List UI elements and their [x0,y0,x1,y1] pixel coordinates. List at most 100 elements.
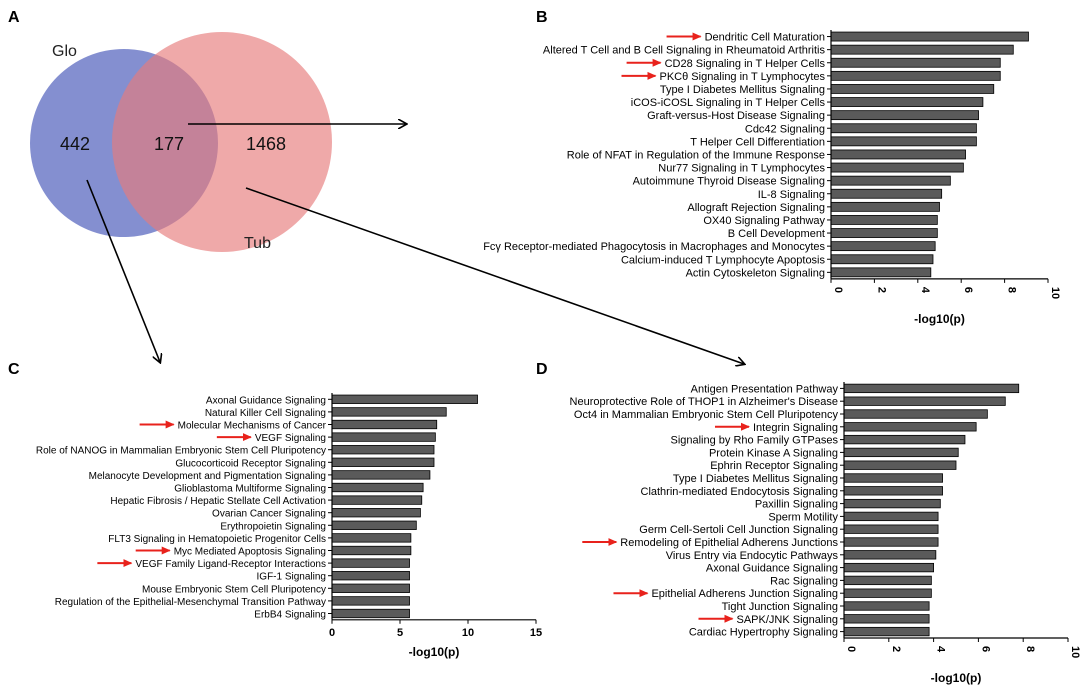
category-label-d-15: Rac Signaling [770,575,838,587]
bar-b-5 [830,97,984,107]
x-tick-label-d-3: 6 [979,646,991,652]
bar-b-12 [830,188,943,199]
x-tick-label-d-4: 8 [1024,646,1036,652]
panel-label-c: C [8,361,20,378]
bar-b-2 [830,57,1001,68]
bar-d-13 [843,550,937,560]
bar-b-1 [830,44,1014,55]
bar-b-13 [830,201,940,212]
bar-c-3 [331,432,436,442]
bar-c-2 [331,419,438,430]
x-axis-title-b: -log10(p) [914,312,965,326]
category-label-c-12: Myc Mediated Apoptosis Signaling [174,547,326,558]
category-label-d-18: SAPK/JNK Signaling [737,614,839,626]
category-label-d-7: Type I Diabetes Mellitus Signaling [673,473,838,485]
category-label-b-5: iCOS-iCOSL Signaling in T Helper Cells [631,97,826,109]
bar-d-9 [843,498,941,509]
category-label-b-0: Dendritic Cell Maturation [705,32,825,44]
bar-b-9 [830,149,966,160]
bar-c-13 [331,558,410,568]
category-label-d-17: Tight Junction Signaling [722,601,838,613]
arrow-glo-to-c [86,179,160,362]
bar-d-5 [843,447,959,458]
bar-d-14 [843,562,934,573]
category-label-d-4: Signaling by Rho Family GTPases [670,435,838,447]
category-label-d-16: Epithelial Adherens Junction Signaling [651,588,838,600]
venn-count-overlap: 177 [154,134,184,154]
bar-chart-d: Antigen Presentation PathwayNeuroprotect… [570,382,1081,685]
bar-c-4 [331,445,435,455]
bar-d-11 [843,524,939,534]
bar-b-14 [830,215,938,225]
category-label-d-1: Neuroprotective Role of THOP1 in Alzheim… [570,396,838,408]
panel-label-b: B [536,9,548,26]
x-tick-label-b-1: 2 [875,287,887,293]
x-tick-label-d-2: 4 [935,646,947,653]
bar-d-7 [843,473,943,483]
bar-c-17 [331,608,410,619]
bar-d-0 [843,383,1020,394]
bar-c-9 [331,508,421,518]
bar-b-6 [830,110,979,121]
bar-d-10 [843,511,939,522]
bar-c-1 [331,407,447,417]
x-tick-label-b-0: 0 [832,287,844,293]
category-label-d-19: Cardiac Hypertrophy Signaling [689,627,838,639]
bar-chart-c: Axonal Guidance Signaling Natural Killer … [36,393,542,659]
bar-d-12 [843,537,939,547]
category-label-b-6: Graft-versus-Host Disease Signaling [647,110,825,122]
bar-d-2 [843,409,988,419]
bar-d-6 [843,460,957,470]
x-tick-label-d-5: 10 [1069,646,1081,658]
category-label-b-14: OX40 Signaling Pathway [703,215,825,227]
x-tick-label-b-2: 4 [919,287,931,294]
panel-label-d: D [536,361,548,378]
category-label-c-7: Glioblastoma Multiforme Signaling [174,484,326,495]
category-label-d-8: Clathrin-mediated Endocytosis Signaling [641,486,839,498]
x-axis-title-c: -log10(p) [409,645,460,659]
venn-label-glo: Glo [52,43,77,60]
x-tick-label-d-1: 2 [890,646,902,652]
bar-c-16 [331,596,410,606]
bar-d-3 [843,422,977,432]
x-tick-label-d-0: 0 [845,646,857,652]
venn-label-tub: Tub [244,235,271,252]
bar-c-12 [331,545,412,556]
category-label-b-1: Altered T Cell and B Cell Signaling in R… [543,45,826,57]
x-tick-label-b-3: 6 [962,287,974,293]
category-label-c-1: Natural Killer Cell Signaling [205,408,326,419]
category-label-b-18: Actin Cytoskeleton Signaling [686,267,825,279]
bar-c-5 [331,457,435,467]
category-label-d-9: Paxillin Signaling [755,499,838,511]
category-label-c-14: IGF-1 Signaling [257,572,326,583]
category-label-b-15: B Cell Development [728,228,825,240]
bar-b-16 [830,241,936,252]
category-label-c-13: VEGF Family Ligand-Receptor Interactions [135,559,326,570]
category-label-c-11: FLT3 Signaling in Hematopoietic Progenit… [108,534,326,545]
venn-count-glo-only: 442 [60,134,90,154]
bar-d-16 [843,588,932,598]
bar-b-3 [830,70,1001,81]
category-label-b-12: IL-8 Signaling [758,189,825,201]
x-axis-title-d: -log10(p) [931,671,982,685]
category-label-d-11: Germ Cell-Sertoli Cell Junction Signalin… [639,524,838,536]
category-label-d-3: Integrin Signaling [753,422,838,434]
x-tick-label-b-4: 8 [1006,287,1018,293]
bar-d-18 [843,614,930,624]
category-label-c-0: Axonal Guidance Signaling [206,395,326,406]
bar-c-14 [331,571,410,581]
x-tick-label-c-3: 15 [530,627,542,639]
category-label-b-4: Type I Diabetes Mellitus Signaling [660,84,825,96]
venn-diagram: Glo Tub 442 177 1468 [30,32,332,252]
category-label-b-7: Cdc42 Signaling [745,123,825,135]
x-tick-label-c-0: 0 [329,627,335,639]
bar-c-10 [331,520,417,530]
bar-b-8 [830,136,977,147]
category-label-c-9: Ovarian Cancer Signaling [212,509,326,520]
bar-b-17 [830,254,934,265]
bar-b-11 [830,175,951,186]
category-label-c-2: Molecular Mechanisms of Cancer [178,421,327,432]
category-label-b-13: Allograft Rejection Signaling [687,202,825,214]
